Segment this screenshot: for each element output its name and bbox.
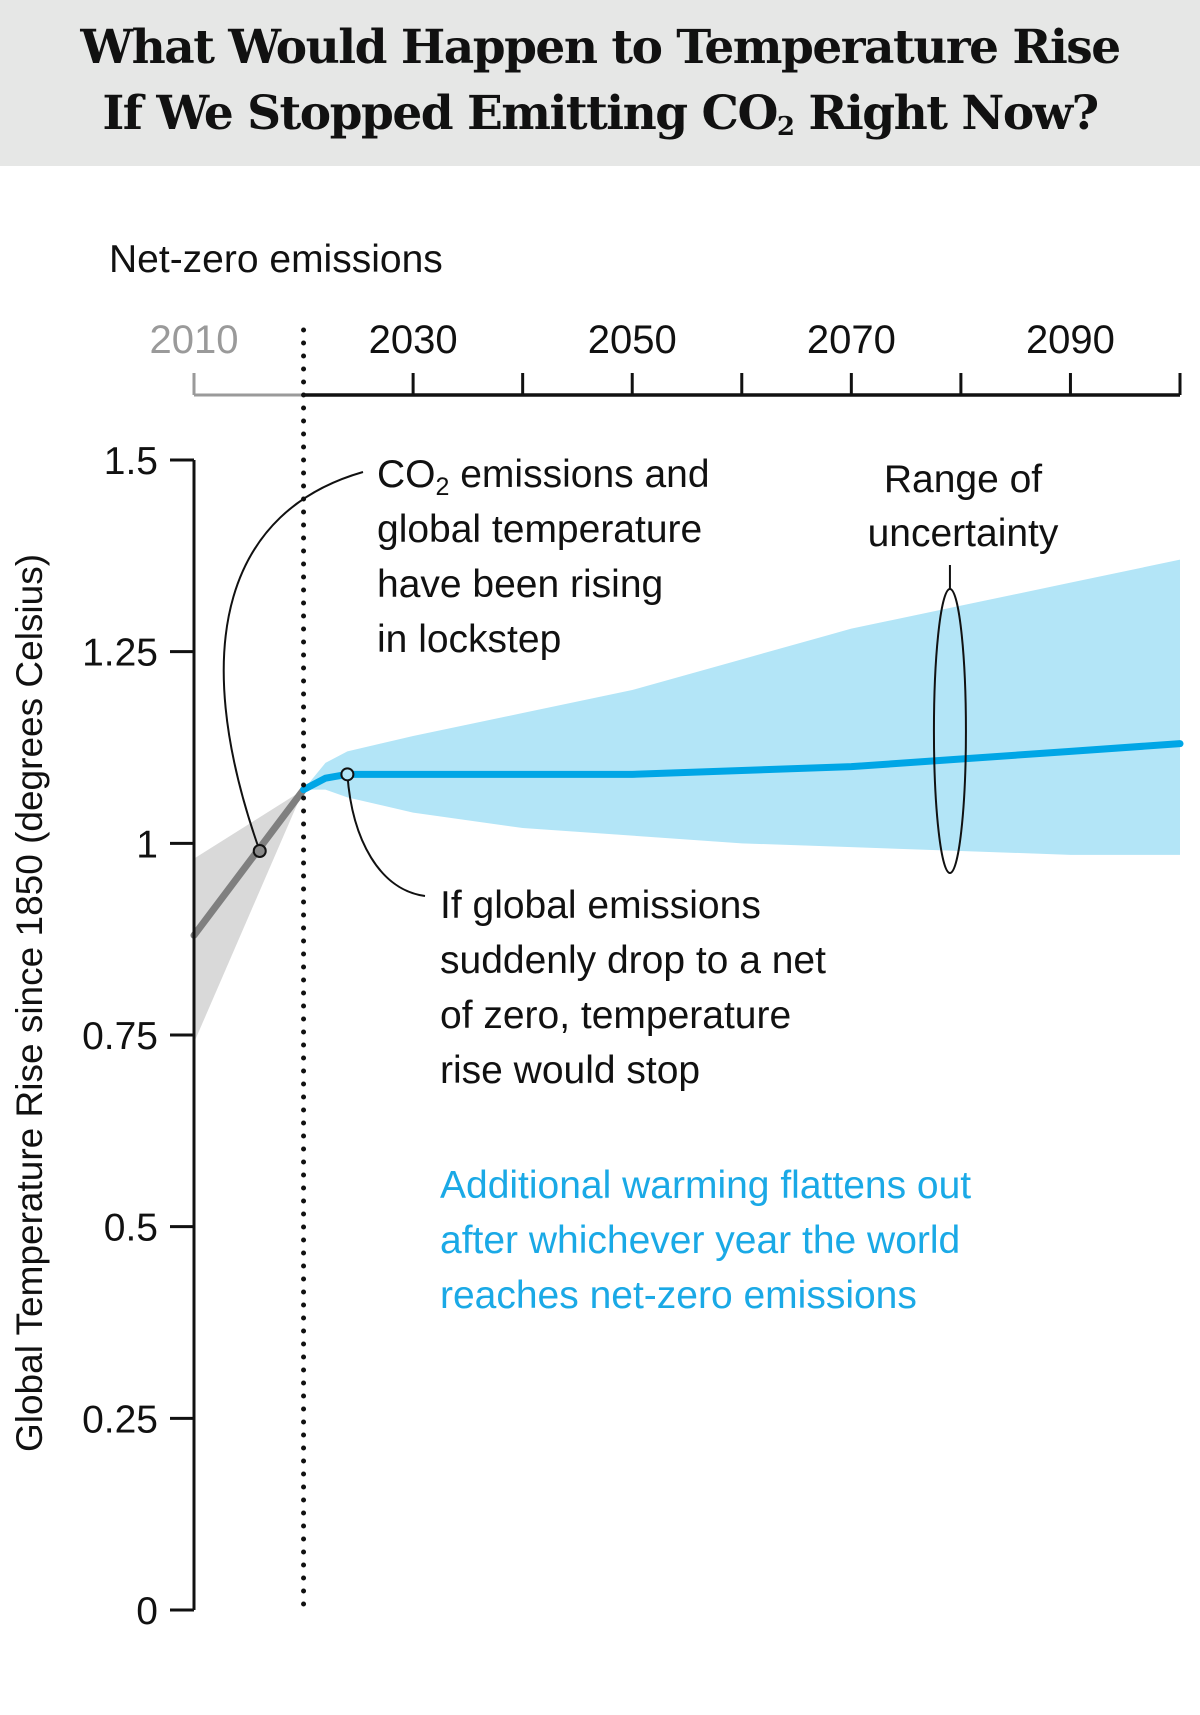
stop-point-marker [340,767,355,782]
x-tick-label: 2070 [807,318,896,362]
stop-leader-line [346,774,426,897]
lockstep-point-marker [252,844,267,858]
lockstep-annotation-text: have been rising [377,563,663,606]
chart-title-line-2: If We Stopped Emitting CO2 Right Now? [0,82,1200,159]
lockstep-leader-line [222,471,364,852]
y-tick-label: 1.5 [104,440,158,483]
x-tick-label: 2030 [369,318,458,362]
uncertainty-annotation-text: uncertainty [868,512,1059,555]
stop-annotation-text: rise would stop [440,1049,700,1092]
historical-uncertainty-band [194,789,304,1043]
flatten-annotation-text: after whichever year the world [440,1219,960,1262]
y-tick-label: 0.25 [82,1398,158,1441]
net-zero-label: Net-zero emissions [109,238,443,281]
lockstep-annotation-text: global temperature [377,508,702,551]
y-tick-label: 0 [136,1590,158,1633]
title-banner: What Would Happen to Temperature Rise If… [0,0,1200,166]
stop-annotation-text: of zero, temperature [440,994,791,1037]
chart-title-line-1: What Would Happen to Temperature Rise [80,20,1121,75]
title-text: If We Stopped Emitting CO [102,86,778,141]
title-subscript: 2 [776,112,795,142]
x-tick-label: 2010 [150,318,239,362]
lockstep-annotation-text: CO2 emissions and [377,453,710,501]
x-tick-label: 2090 [1026,318,1115,362]
flatten-annotation-text: reaches net-zero emissions [440,1274,917,1317]
flatten-annotation-text: Additional warming flattens out [440,1164,971,1207]
uncertainty-annotation-text: Range of [884,458,1042,501]
stop-annotation-text: If global emissions [440,884,761,927]
y-axis-label: Global Temperature Rise since 1850 (degr… [9,554,50,1452]
historical-temperature-line [190,786,308,939]
y-tick-label: 0.5 [104,1207,158,1250]
y-tick-label: 1 [136,823,158,866]
x-tick-label: 2050 [588,318,677,362]
stop-annotation-text: suddenly drop to a net [440,939,826,982]
projected-temperature-line [300,740,1184,794]
title-text: Right Now? [793,86,1099,141]
y-tick-label: 0.75 [82,1015,158,1058]
lockstep-annotation-text: in lockstep [377,618,561,661]
y-tick-label: 1.25 [82,632,158,675]
